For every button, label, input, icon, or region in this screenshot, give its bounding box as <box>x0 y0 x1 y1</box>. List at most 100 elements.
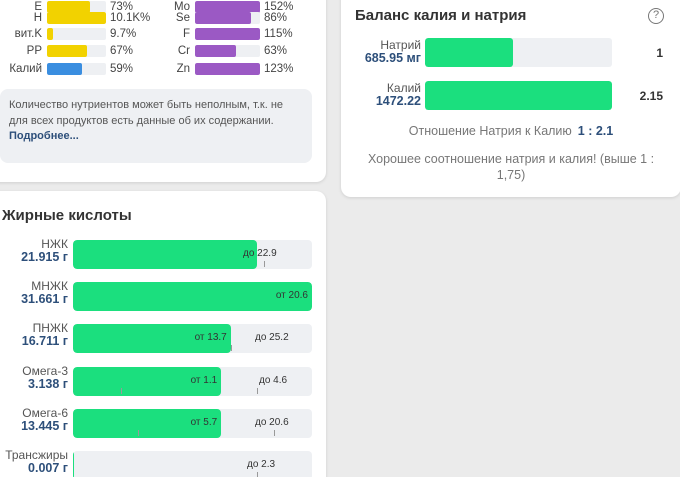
fatty-acid-bar: от 5.7 до 20.6 <box>73 408 312 438</box>
note-text: Количество нутриентов может быть неполны… <box>9 99 284 127</box>
norm-max-label: до 4.6 <box>259 374 288 386</box>
nutrient-bar-fill <box>47 63 82 75</box>
nutrient-bar <box>47 45 106 57</box>
norm-marker <box>273 429 275 436</box>
fatty-acid-label: Омега-6 <box>22 405 68 420</box>
fatty-acid-bar: до 2.3 <box>73 451 312 477</box>
nutrient-row: E 73% <box>0 0 326 14</box>
sodium-amount: 685.95 мг <box>364 51 421 65</box>
nutrient-label: E <box>34 1 42 13</box>
ratio-value: 1 : 2.1 <box>577 124 614 138</box>
fatty-acid-row: МНЖК 31.661 г от 20.6 <box>0 279 326 312</box>
fatty-acid-row: Омега-3 3.138 г от 1.1 до 4.6 <box>0 363 326 397</box>
norm-max-label: до 20.6 <box>255 416 289 428</box>
sodium-ratio-value: 1 <box>656 46 663 60</box>
more-link[interactable]: Подробнее... <box>9 130 79 142</box>
nutrient-bar <box>195 45 260 57</box>
nutrient-row: H 10.1K% <box>0 11 326 25</box>
nutrient-bar-fill <box>195 45 236 57</box>
nutrient-row: Mo 152% <box>0 0 326 14</box>
nutrient-row: Cr 63% <box>0 44 326 58</box>
nutrient-label: Zn <box>176 63 190 75</box>
norm-min-label: от 5.7 <box>190 416 218 428</box>
norm-min-label: от 20.6 <box>275 290 308 302</box>
fatty-acid-bar: от 1.1 до 4.6 <box>73 366 312 396</box>
fatty-acid-amount: 21.915 г <box>21 250 68 264</box>
fatty-acid-label: ПНЖК <box>32 321 68 336</box>
nutrient-bar <box>195 28 260 40</box>
sodium-bar-fill <box>425 38 513 67</box>
nutrient-label: Mo <box>174 1 190 13</box>
nutrient-percent: 67% <box>110 45 134 57</box>
norm-min-label: от 1.1 <box>190 374 218 386</box>
ratio-line: Отношение Натрия к Калию 1 : 2.1 <box>341 124 680 138</box>
nutrient-bar <box>195 12 260 24</box>
fatty-acid-bar: от 20.6 <box>73 282 312 312</box>
fatty-acid-bar: от 13.7 до 25.2 <box>73 324 312 354</box>
nutrient-bar-fill <box>47 12 106 24</box>
nutrient-bar <box>47 63 106 75</box>
incomplete-data-note: Количество нутриентов может быть неполны… <box>0 89 312 163</box>
nutrient-bar-fill <box>195 63 260 75</box>
fatty-acid-bar-fill <box>73 451 75 477</box>
balance-title: Баланс калия и натрия <box>355 7 527 24</box>
norm-marker <box>137 429 139 436</box>
fatty-acid-bar-fill <box>73 240 258 269</box>
nutrient-bar <box>195 63 260 75</box>
potassium-row: Калий 1472.22 2.15 <box>341 81 680 111</box>
fatty-acid-row: НЖК 21.915 г до 22.9 <box>0 237 326 270</box>
vitamins-minerals-card: E 73% H 10.1K% вит.K 9.7% PP 67% Калий 59% Mo 152% S… <box>0 0 326 182</box>
potassium-amount: 1472.22 <box>375 94 421 108</box>
nutrient-percent: 152% <box>264 1 294 13</box>
norm-marker <box>257 472 259 477</box>
nutrient-row: F 115% <box>0 27 326 41</box>
nutrient-percent: 59% <box>110 63 134 75</box>
fatty-acid-amount: 3.138 г <box>28 376 68 391</box>
fatty-acid-label: Омега-3 <box>22 363 68 378</box>
norm-max-label: до 22.9 <box>243 248 277 259</box>
nutrient-percent: 9.7% <box>110 28 137 40</box>
fatty-acid-amount: 13.445 г <box>21 418 68 433</box>
fatty-acid-bar-fill <box>73 324 231 354</box>
nutrient-bar-fill <box>195 12 251 24</box>
nutrient-bar <box>47 12 106 24</box>
norm-max-label: до 25.2 <box>255 332 289 344</box>
potassium-ratio-value: 2.15 <box>639 89 663 103</box>
fatty-acid-amount: 31.661 г <box>21 292 68 307</box>
sodium-potassium-balance-card: Баланс калия и натрия ? Натрий 685.95 мг… <box>341 0 680 197</box>
sodium-row: Натрий 685.95 мг 1 <box>341 38 680 68</box>
potassium-bar-fill <box>425 81 612 110</box>
fatty-acid-bar-fill <box>73 366 222 396</box>
fatty-acid-label: Трансжиры <box>5 448 68 462</box>
norm-min-label: от 13.7 <box>194 332 227 344</box>
sodium-label: Натрий <box>380 38 421 52</box>
nutrient-row: Zn 123% <box>0 62 326 76</box>
nutrient-bar <box>47 1 106 13</box>
norm-marker <box>230 345 232 352</box>
fatty-acid-label: НЖК <box>41 237 68 251</box>
nutrient-bar-fill <box>47 28 53 40</box>
nutrient-row: PP 67% <box>0 44 326 58</box>
nutrient-bar-fill <box>195 28 260 40</box>
nutrient-row: Se 86% <box>0 11 326 25</box>
fatty-acid-amount: 16.711 г <box>21 334 68 349</box>
fatty-acid-amount: 0.007 г <box>28 461 68 475</box>
fatty-acid-label: МНЖК <box>31 279 68 294</box>
help-icon[interactable]: ? <box>648 8 664 24</box>
fatty-acid-row: Омега-6 13.445 г от 5.7 до 20.6 <box>0 405 326 439</box>
fatty-acid-row: ПНЖК 16.711 г от 13.7 до 25.2 <box>0 321 326 354</box>
nutrient-percent: 86% <box>264 12 288 24</box>
nutrient-label: вит.K <box>14 28 42 40</box>
norm-max-label: до 2.3 <box>247 459 276 470</box>
norm-marker <box>120 387 122 394</box>
fatty-acid-bar: до 22.9 <box>73 240 312 269</box>
nutrient-label: H <box>33 12 42 24</box>
ratio-label: Отношение Натрия к Калию <box>408 124 572 138</box>
nutrient-bar <box>47 28 106 40</box>
fatty-acid-row: Трансжиры 0.007 г до 2.3 <box>0 448 326 477</box>
nutrient-label: Калий <box>9 63 42 75</box>
nutrient-percent: 63% <box>264 45 288 57</box>
nutrient-bar-fill <box>195 1 260 13</box>
nutrient-percent: 73% <box>110 1 134 13</box>
nutrient-bar-fill <box>47 45 87 57</box>
